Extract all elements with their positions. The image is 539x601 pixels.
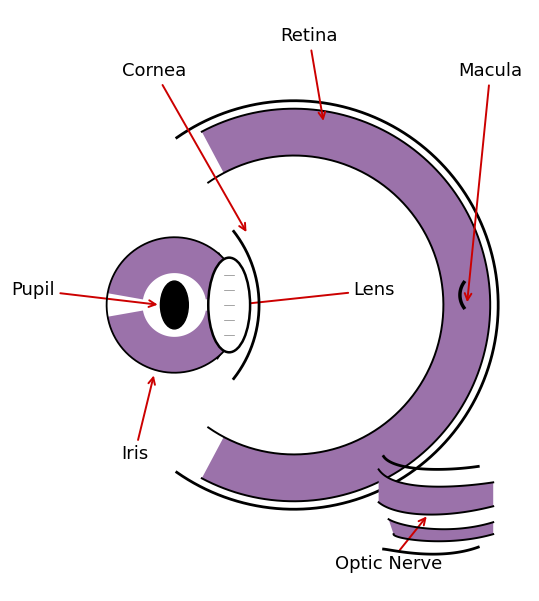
Text: Iris: Iris xyxy=(121,377,155,463)
Text: Pupil: Pupil xyxy=(11,281,155,307)
Text: Optic Nerve: Optic Nerve xyxy=(335,518,442,573)
Text: Cornea: Cornea xyxy=(122,62,245,230)
Polygon shape xyxy=(378,469,493,514)
Polygon shape xyxy=(108,237,241,299)
Polygon shape xyxy=(108,311,241,373)
Text: Macula: Macula xyxy=(458,62,522,300)
Ellipse shape xyxy=(161,281,188,329)
Polygon shape xyxy=(389,519,493,542)
Ellipse shape xyxy=(208,258,250,352)
Text: Lens: Lens xyxy=(239,281,395,307)
Polygon shape xyxy=(202,109,490,501)
Text: Retina: Retina xyxy=(280,27,337,119)
